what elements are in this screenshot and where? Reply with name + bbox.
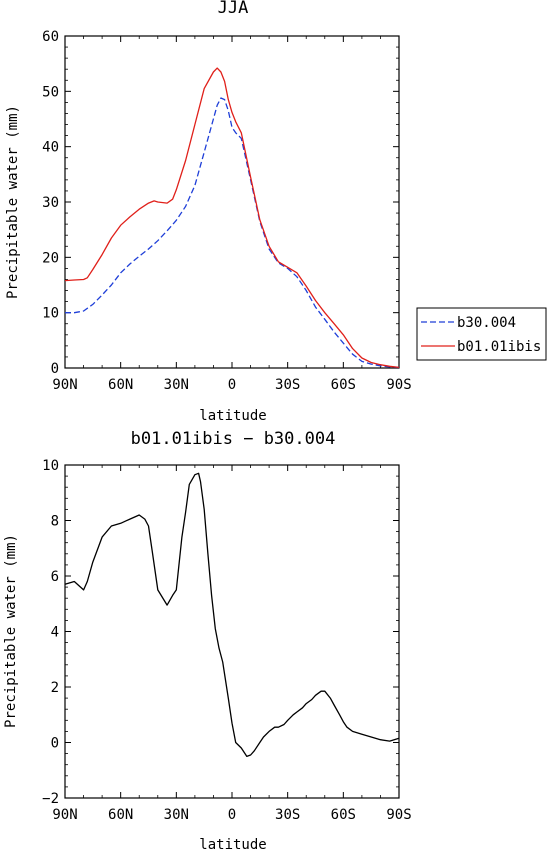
bottom-y-axis-label: Precipitable water (mm): [3, 534, 19, 728]
top-series-line-0: [65, 97, 400, 369]
legend-box: [416, 307, 547, 361]
bottom-y-tick-label: 8: [51, 514, 59, 530]
bottom-x-tick-label: 30S: [275, 807, 300, 823]
top-y-tick-label: 10: [42, 306, 59, 322]
bottom-x-axis-label: latitude: [199, 837, 266, 851]
top-y-axis-label: Precipitable water (mm): [5, 105, 21, 299]
top-y-tick-label: 0: [51, 361, 59, 377]
top-x-tick-label: 30S: [275, 377, 300, 393]
bottom-x-tick-label: 30N: [164, 807, 189, 823]
top-plot-frame: [64, 35, 400, 369]
bottom-y-tick-label: −2: [42, 791, 59, 807]
top-y-tick-label: 50: [42, 84, 59, 100]
bottom-x-tick-label: 90S: [386, 807, 411, 823]
legend-label-1: b01.01ibis: [457, 339, 541, 355]
bottom-plot-frame: [64, 464, 400, 799]
bottom-x-tick-label: 60S: [331, 807, 356, 823]
bottom-y-tick-label: 0: [51, 736, 59, 752]
bottom-panel: b01.01ibis − b30.004 latitude Precipitab…: [3, 429, 412, 851]
top-y-tick-label: 40: [42, 140, 59, 156]
top-x-tick-label: 0: [228, 377, 236, 393]
top-panel: JJA latitude Precipitable water (mm) 0 10…: [5, 0, 547, 424]
bottom-chart-title: b01.01ibis − b30.004: [131, 429, 336, 449]
top-plot-area: 0 10 20 30 40 50 60 90N 60N 30N 0 30S 60S 90S: [42, 29, 412, 393]
top-y-tick-label: 60: [42, 29, 59, 45]
top-x-tick-label: 60N: [108, 377, 133, 393]
bottom-x-tick-label: 90N: [52, 807, 77, 823]
bottom-y-tick-label: 4: [51, 625, 59, 641]
bottom-series-line-0: [64, 472, 400, 758]
top-x-tick-label: 60S: [331, 377, 356, 393]
bottom-y-tick-label: 2: [51, 680, 59, 696]
top-y-tick-label: 30: [42, 195, 59, 211]
bottom-x-tick-label: 60N: [108, 807, 133, 823]
top-x-axis-label: latitude: [199, 408, 266, 424]
bottom-y-tick-label: 6: [51, 569, 59, 585]
top-x-tick-label: 90S: [386, 377, 411, 393]
bottom-y-tick-label: 10: [42, 458, 59, 474]
top-series-line-1: [64, 67, 400, 369]
top-chart-title: JJA: [218, 0, 249, 18]
bottom-plot-area: −2 0 2 4 6 8 10 90N 60N 30N 0 30S 60S 90S: [42, 458, 412, 823]
bottom-x-tick-label: 0: [228, 807, 236, 823]
top-x-tick-label: 90N: [52, 377, 77, 393]
top-x-tick-label: 30N: [164, 377, 189, 393]
top-legend: b30.004 b01.01ibis: [416, 307, 547, 361]
legend-label-0: b30.004: [457, 315, 516, 331]
top-y-tick-label: 20: [42, 250, 59, 266]
